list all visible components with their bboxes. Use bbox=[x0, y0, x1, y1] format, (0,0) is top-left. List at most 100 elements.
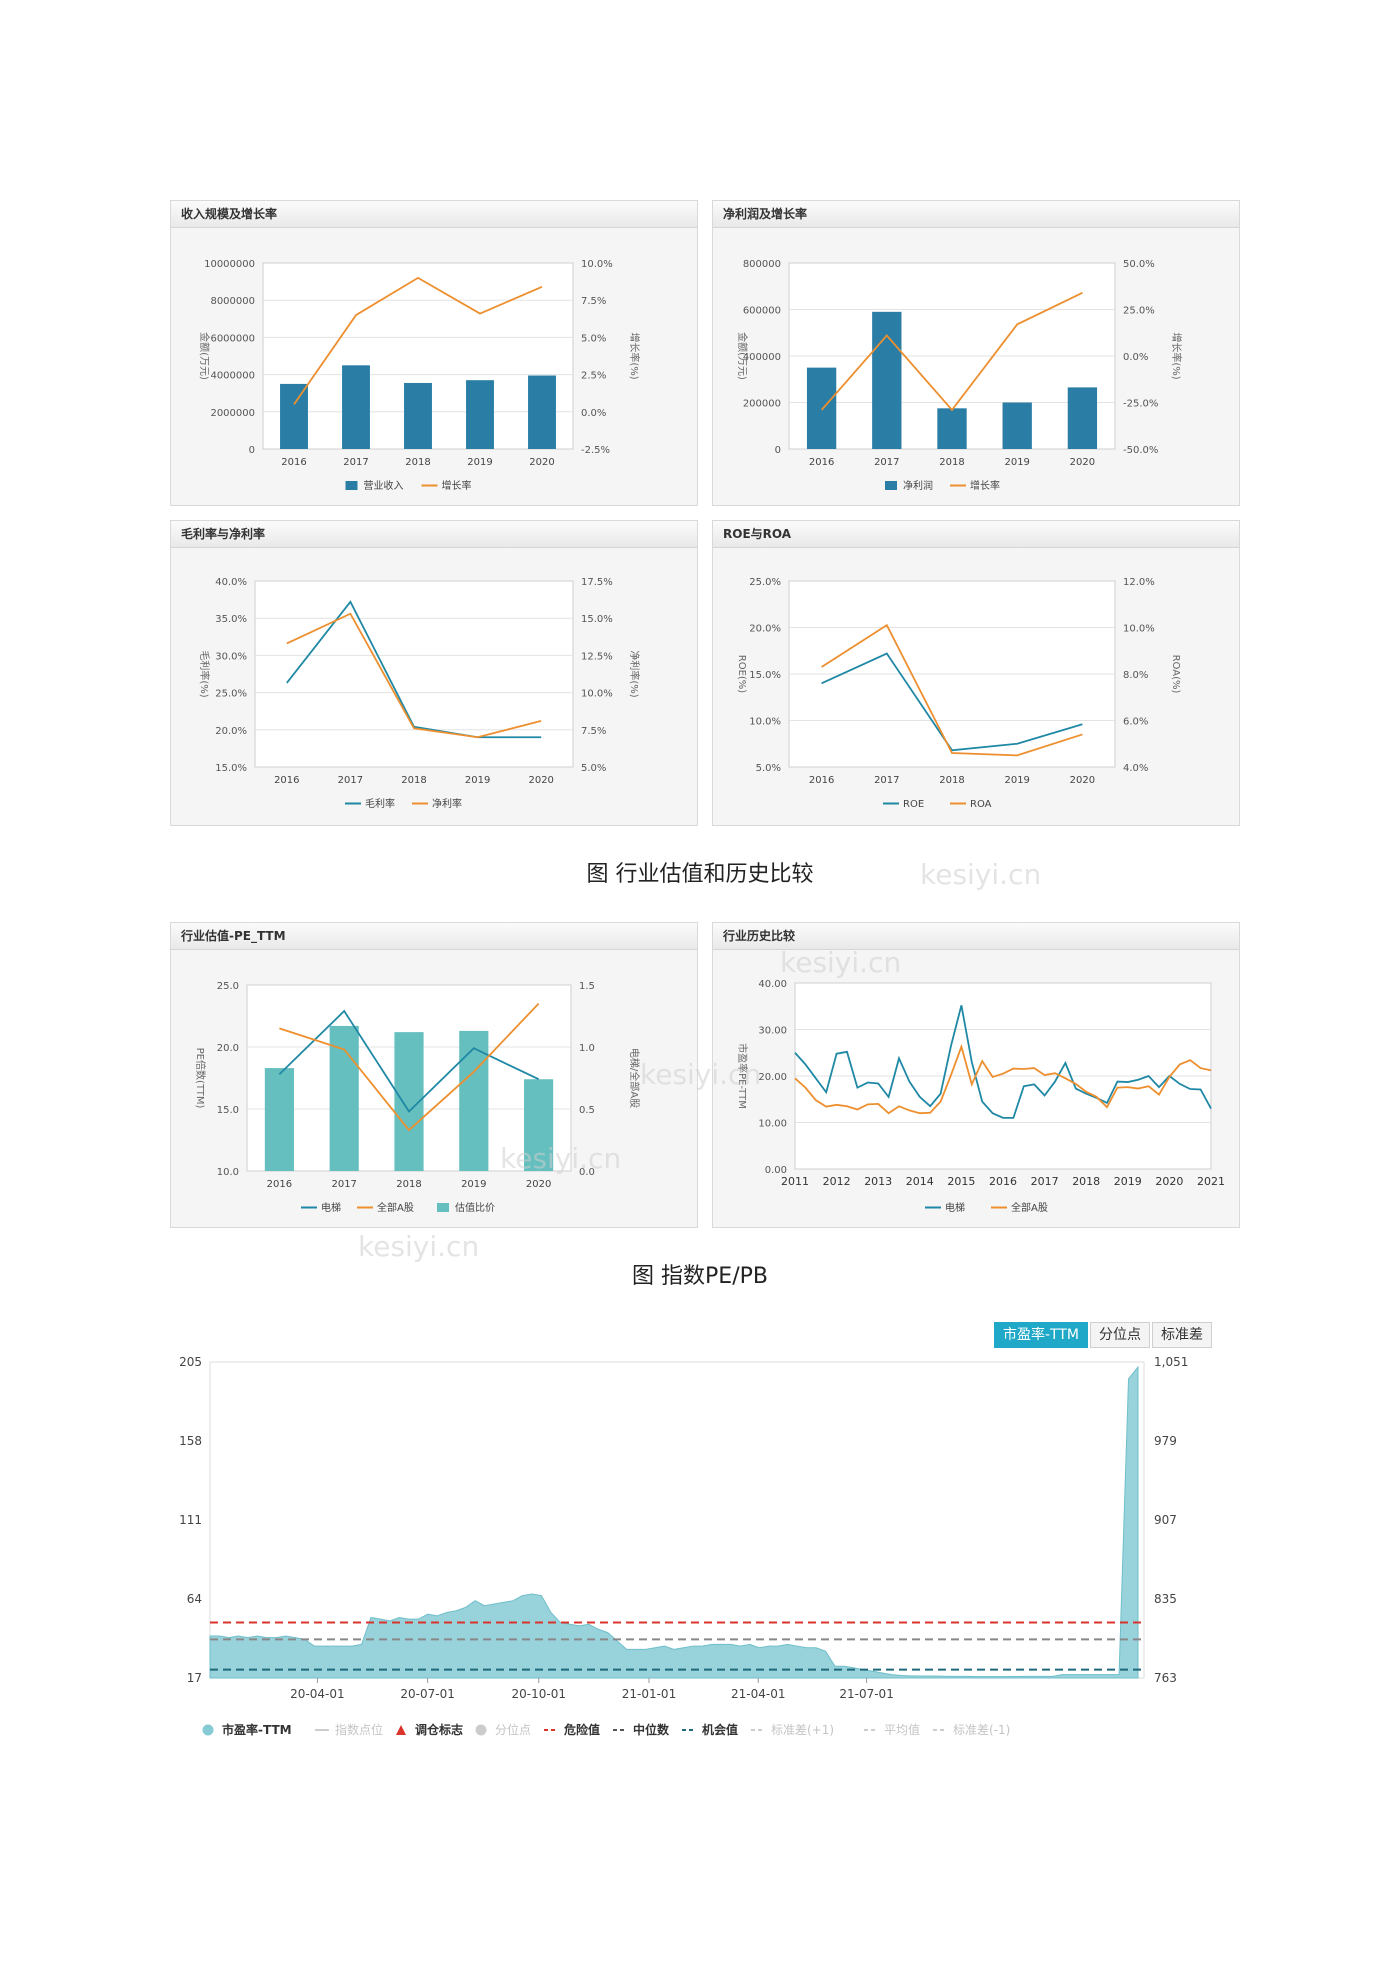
x-tick-label: 2018 bbox=[405, 457, 430, 468]
x-tick-label: 2012 bbox=[823, 1175, 851, 1188]
x-tick-label: 2019 bbox=[1114, 1175, 1142, 1188]
legend-label: 中位数 bbox=[633, 1722, 670, 1737]
y-tick-label: 10.0% bbox=[749, 717, 781, 728]
legend-label: 平均值 bbox=[884, 1722, 920, 1737]
legend-label: 净利润 bbox=[903, 479, 933, 492]
chart-title: ROE与ROA bbox=[713, 521, 1239, 548]
valuation-chart: 25.0 20.0 15.0 10.0 1.5 1.0 0.5 0.0 PE倍数(TTM) 电梯/… bbox=[194, 981, 641, 1214]
y-tick-label: 800000 bbox=[743, 259, 781, 270]
x-tick-label: 2020 bbox=[528, 775, 553, 786]
bar-净利润 bbox=[806, 367, 837, 449]
x-tick-label: 2018 bbox=[939, 775, 964, 786]
y-tick-label: 10.0 bbox=[217, 1167, 239, 1178]
x-tick-label: 2020 bbox=[1070, 775, 1095, 786]
legend-label: 机会值 bbox=[702, 1722, 738, 1737]
y-axis-title: 市盈率PE-TTM bbox=[736, 1043, 749, 1109]
watermark: kesiyi.cn bbox=[358, 1230, 480, 1263]
tab-stddev[interactable]: 标准差 bbox=[1152, 1322, 1212, 1348]
y2-tick-label: 1.5 bbox=[579, 981, 595, 992]
legend-label: 调仓标志 bbox=[415, 1722, 463, 1737]
tab-percentile[interactable]: 分位点 bbox=[1090, 1322, 1150, 1348]
legend-label: 全部A股 bbox=[377, 1201, 414, 1214]
line-电梯 bbox=[278, 1009, 539, 1113]
watermark: kesiyi.cn bbox=[780, 946, 902, 979]
bar-估值比价 bbox=[459, 1030, 489, 1171]
y-tick-label: 15.0% bbox=[749, 670, 781, 681]
chart-panel-valuation: 行业估值-PE_TTM 25.0 20.0 15.0 10.0 1.5 1.0 0.5 0.0… bbox=[170, 922, 698, 1228]
legend-label: 净利率 bbox=[432, 797, 462, 810]
figure-caption: 图 指数PE/PB bbox=[632, 1264, 768, 1289]
y-tick-label: 30.00 bbox=[758, 1026, 787, 1037]
legend-label: ROE bbox=[903, 799, 924, 810]
y-tick-label: 25.0% bbox=[215, 689, 247, 700]
y-tick-label: 30.0% bbox=[215, 651, 247, 662]
line-净利率 bbox=[286, 612, 542, 739]
y2-tick-label: 5.0% bbox=[581, 333, 606, 344]
x-tick-label: 2017 bbox=[338, 775, 363, 786]
legend-label: 分位点 bbox=[495, 1722, 531, 1737]
y-tick-label: 15.0 bbox=[217, 1105, 239, 1116]
y-tick-label: 158 bbox=[179, 1434, 202, 1448]
x-tick-label: 2018 bbox=[396, 1179, 421, 1190]
x-tick-label: 20-10-01 bbox=[512, 1687, 566, 1701]
chart-panel-history: 行业历史比较 40.00 30.00 20.00 10.00 0.00 市盈率PE-TTM… bbox=[712, 922, 1240, 1228]
watermark: kesiyi.cn bbox=[500, 1142, 622, 1175]
x-tick-label: 20-04-01 bbox=[290, 1687, 344, 1701]
bar-营业收入 bbox=[404, 382, 432, 449]
x-tick-label: 2013 bbox=[864, 1175, 892, 1188]
legend-label: 标准差(+1) bbox=[771, 1723, 834, 1737]
x-tick-label: 2020 bbox=[529, 457, 554, 468]
y-tick-label: 6000000 bbox=[210, 333, 255, 344]
y2-tick-label: 7.5% bbox=[581, 726, 606, 737]
legend-label: ROA bbox=[970, 799, 992, 810]
y-tick-label: 17 bbox=[187, 1671, 202, 1685]
figure-caption: 图 行业估值和历史比较 bbox=[586, 862, 814, 887]
legend-label: 电梯 bbox=[321, 1201, 341, 1214]
bar-净利润 bbox=[1067, 387, 1098, 449]
y-tick-label: 0 bbox=[775, 445, 781, 456]
bar-营业收入 bbox=[466, 380, 494, 449]
y2-tick-label: 0.5 bbox=[579, 1105, 595, 1116]
x-tick-label: 2018 bbox=[401, 775, 426, 786]
y-tick-label: 10000000 bbox=[204, 259, 255, 270]
y2-tick-label: 1.0 bbox=[579, 1043, 595, 1054]
legend-label: 指数点位 bbox=[335, 1722, 383, 1737]
y-axis-title: PE倍数(TTM) bbox=[194, 1048, 207, 1109]
legend-swatch bbox=[475, 1724, 487, 1736]
x-tick-label: 2017 bbox=[874, 457, 899, 468]
y2-axis-title: 电梯/全部A股 bbox=[628, 1048, 641, 1108]
x-tick-label: 2017 bbox=[874, 775, 899, 786]
netprofit-chart: 800000 600000 400000 200000 0 50.0% 25.0% 0.0% -… bbox=[736, 259, 1183, 492]
x-tick-label: 2017 bbox=[1031, 1175, 1059, 1188]
x-tick-label: 2016 bbox=[267, 1179, 292, 1190]
x-tick-label: 2017 bbox=[331, 1179, 356, 1190]
y-tick-label: 20.0% bbox=[215, 726, 247, 737]
chart-title: 净利润及增长率 bbox=[713, 201, 1239, 228]
y2-tick-label: 8.0% bbox=[1123, 670, 1148, 681]
x-tick-label: 21-04-01 bbox=[731, 1687, 785, 1701]
y2-tick-label: 50.0% bbox=[1123, 259, 1155, 270]
y2-tick-label: 10.0% bbox=[581, 689, 613, 700]
y-tick-label: 35.0% bbox=[215, 614, 247, 625]
y2-tick-label: 979 bbox=[1154, 1434, 1177, 1448]
y-axis-title: 金额(万元) bbox=[198, 332, 211, 380]
bar-估值比价 bbox=[329, 1025, 359, 1171]
y-axis-title: ROE(%) bbox=[736, 655, 747, 694]
tab-pe-ttm[interactable]: 市盈率-TTM bbox=[994, 1322, 1088, 1348]
y-tick-label: 4000000 bbox=[210, 371, 255, 382]
legend-swatch bbox=[437, 1203, 449, 1212]
chart-panel-revenue: 收入规模及增长率 10000000 8000000 6000000 4000000 20… bbox=[170, 200, 698, 506]
y2-tick-label: 2.5% bbox=[581, 371, 606, 382]
pe-index-chart: 205 1,051 158 979 111 907 64 835 17 763 20-04-01 20… bbox=[179, 1355, 1188, 1737]
x-tick-label: 2019 bbox=[465, 775, 490, 786]
legend-label: 全部A股 bbox=[1011, 1201, 1048, 1214]
y2-tick-label: 5.0% bbox=[581, 763, 606, 774]
legend-label: 估值比价 bbox=[455, 1201, 495, 1214]
legend-swatch bbox=[885, 481, 897, 490]
y2-tick-label: 17.5% bbox=[581, 577, 613, 588]
x-tick-label: 2019 bbox=[1004, 457, 1029, 468]
bar-营业收入 bbox=[280, 383, 308, 449]
x-tick-label: 2020 bbox=[1155, 1175, 1183, 1188]
chart-title: 毛利率与净利率 bbox=[171, 521, 697, 548]
line-增长率 bbox=[293, 276, 543, 405]
